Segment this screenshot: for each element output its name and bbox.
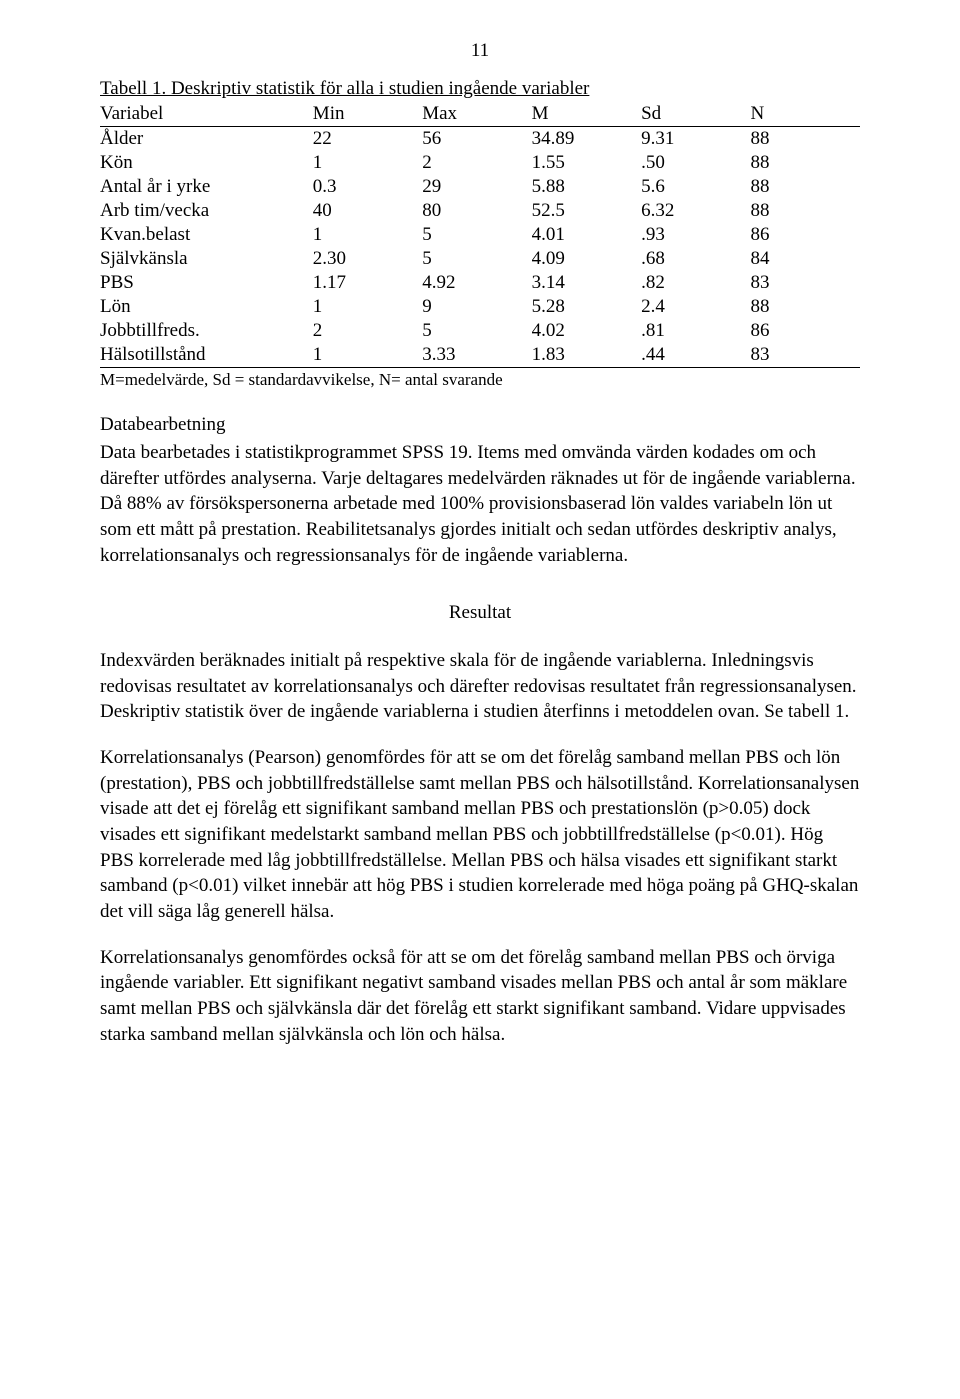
table-cell: 2.30 xyxy=(313,247,422,271)
table-cell: 2.4 xyxy=(641,295,750,319)
table-cell: 2 xyxy=(313,319,422,343)
table-row: Kvan.belast154.01.9386 xyxy=(100,223,860,247)
table-cell: 34.89 xyxy=(532,127,641,152)
table-cell: 86 xyxy=(751,223,860,247)
table-caption: Tabell 1. Deskriptiv statistik för alla … xyxy=(100,78,860,100)
table-cell: 88 xyxy=(751,127,860,152)
table-cell: 5 xyxy=(422,319,531,343)
table-cell: Antal år i yrke xyxy=(100,175,313,199)
table-cell: 4.92 xyxy=(422,271,531,295)
table-cell: 9 xyxy=(422,295,531,319)
table-row: Kön121.55.5088 xyxy=(100,151,860,175)
table-cell: .93 xyxy=(641,223,750,247)
table-cell: 2 xyxy=(422,151,531,175)
table-cell: 1.55 xyxy=(532,151,641,175)
table-cell: 4.01 xyxy=(532,223,641,247)
col-header-m: M xyxy=(532,102,641,127)
table-row: Ålder225634.899.3188 xyxy=(100,127,860,152)
table-cell: Jobbtillfreds. xyxy=(100,319,313,343)
table-row: Lön195.282.488 xyxy=(100,295,860,319)
table-cell: 5 xyxy=(422,223,531,247)
resultat-paragraph-1: Indexvärden beräknades initialt på respe… xyxy=(100,648,860,725)
table-cell: 1.83 xyxy=(532,343,641,368)
table-cell: 88 xyxy=(751,175,860,199)
table-note: M=medelvärde, Sd = standardavvikelse, N=… xyxy=(100,370,860,390)
resultat-paragraph-2: Korrelationsanalys (Pearson) genomfördes… xyxy=(100,745,860,924)
table-cell: .81 xyxy=(641,319,750,343)
table-cell: 6.32 xyxy=(641,199,750,223)
table-cell: Hälsotillstånd xyxy=(100,343,313,368)
table-cell: 1 xyxy=(313,223,422,247)
table-cell: 86 xyxy=(751,319,860,343)
table-cell: Arb tim/vecka xyxy=(100,199,313,223)
table-cell: 29 xyxy=(422,175,531,199)
table-cell: 1 xyxy=(313,295,422,319)
table-header-row: Variabel Min Max M Sd N xyxy=(100,102,860,127)
table-cell: Kvan.belast xyxy=(100,223,313,247)
table-cell: 88 xyxy=(751,295,860,319)
table-cell: 3.33 xyxy=(422,343,531,368)
table-cell: 3.14 xyxy=(532,271,641,295)
table-cell: 83 xyxy=(751,271,860,295)
table-cell: 84 xyxy=(751,247,860,271)
table-cell: .50 xyxy=(641,151,750,175)
table-cell: PBS xyxy=(100,271,313,295)
page-container: 11 Tabell 1. Deskriptiv statistik för al… xyxy=(0,0,960,1127)
table-cell: 52.5 xyxy=(532,199,641,223)
databearbetning-heading: Databearbetning xyxy=(100,414,860,436)
table-cell: 1 xyxy=(313,343,422,368)
col-header-n: N xyxy=(751,102,860,127)
table-cell: .44 xyxy=(641,343,750,368)
table-cell: 83 xyxy=(751,343,860,368)
table-cell: 4.02 xyxy=(532,319,641,343)
table-row: PBS1.174.923.14.8283 xyxy=(100,271,860,295)
table-row: Hälsotillstånd13.331.83.4483 xyxy=(100,343,860,368)
table-cell: Ålder xyxy=(100,127,313,152)
table-cell: 5.28 xyxy=(532,295,641,319)
table-cell: 88 xyxy=(751,199,860,223)
resultat-paragraph-3: Korrelationsanalys genomfördes också för… xyxy=(100,945,860,1048)
table-cell: 4.09 xyxy=(532,247,641,271)
col-header-sd: Sd xyxy=(641,102,750,127)
col-header-max: Max xyxy=(422,102,531,127)
table-cell: 5 xyxy=(422,247,531,271)
table-cell: 5.6 xyxy=(641,175,750,199)
table-cell: 88 xyxy=(751,151,860,175)
table-cell: 5.88 xyxy=(532,175,641,199)
table-cell: 1.17 xyxy=(313,271,422,295)
table-cell: 56 xyxy=(422,127,531,152)
table-row: Jobbtillfreds.254.02.8186 xyxy=(100,319,860,343)
descriptive-stats-table: Variabel Min Max M Sd N Ålder225634.899.… xyxy=(100,102,860,368)
col-header-min: Min xyxy=(313,102,422,127)
databearbetning-body: Data bearbetades i statistikprogrammet S… xyxy=(100,440,860,568)
table-cell: 40 xyxy=(313,199,422,223)
table-cell: 0.3 xyxy=(313,175,422,199)
table-cell: Kön xyxy=(100,151,313,175)
table-row: Arb tim/vecka408052.56.3288 xyxy=(100,199,860,223)
table-row: Antal år i yrke0.3295.885.688 xyxy=(100,175,860,199)
table-cell: 1 xyxy=(313,151,422,175)
table-cell: 22 xyxy=(313,127,422,152)
table-cell: 9.31 xyxy=(641,127,750,152)
table-cell: Lön xyxy=(100,295,313,319)
table-cell: .82 xyxy=(641,271,750,295)
table-cell: Självkänsla xyxy=(100,247,313,271)
table-cell: 80 xyxy=(422,199,531,223)
page-number: 11 xyxy=(100,40,860,62)
table-row: Självkänsla2.3054.09.6884 xyxy=(100,247,860,271)
col-header-variabel: Variabel xyxy=(100,102,313,127)
table-cell: .68 xyxy=(641,247,750,271)
resultat-heading: Resultat xyxy=(100,602,860,624)
